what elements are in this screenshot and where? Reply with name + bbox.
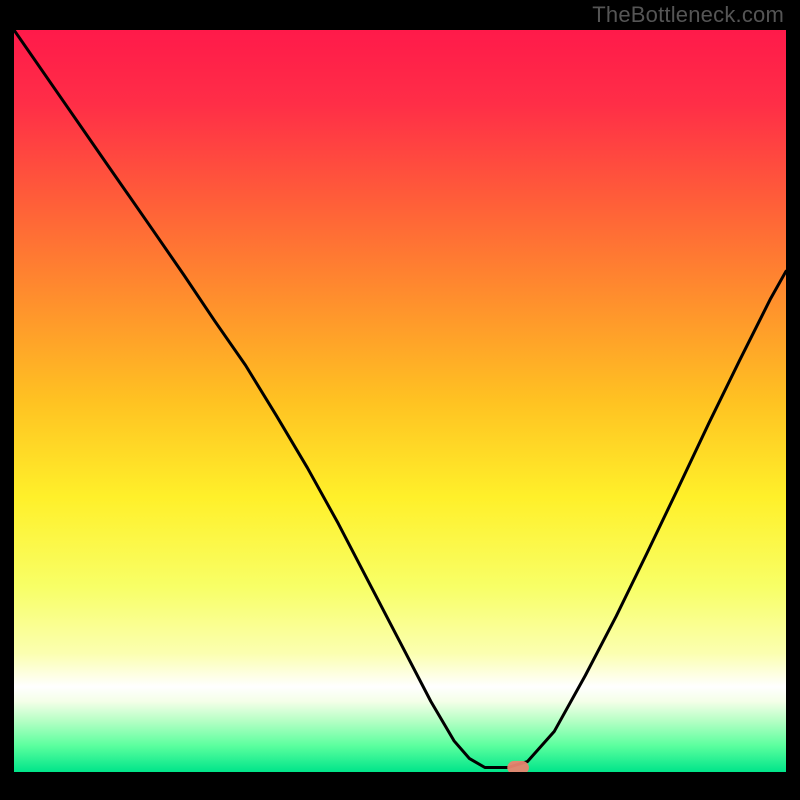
outer-frame: TheBottleneck.com — [0, 0, 800, 800]
gradient-background — [14, 30, 786, 772]
plot-area — [14, 30, 786, 772]
chart-svg — [14, 30, 786, 772]
optimum-marker — [507, 761, 529, 772]
watermark-text: TheBottleneck.com — [592, 2, 784, 28]
